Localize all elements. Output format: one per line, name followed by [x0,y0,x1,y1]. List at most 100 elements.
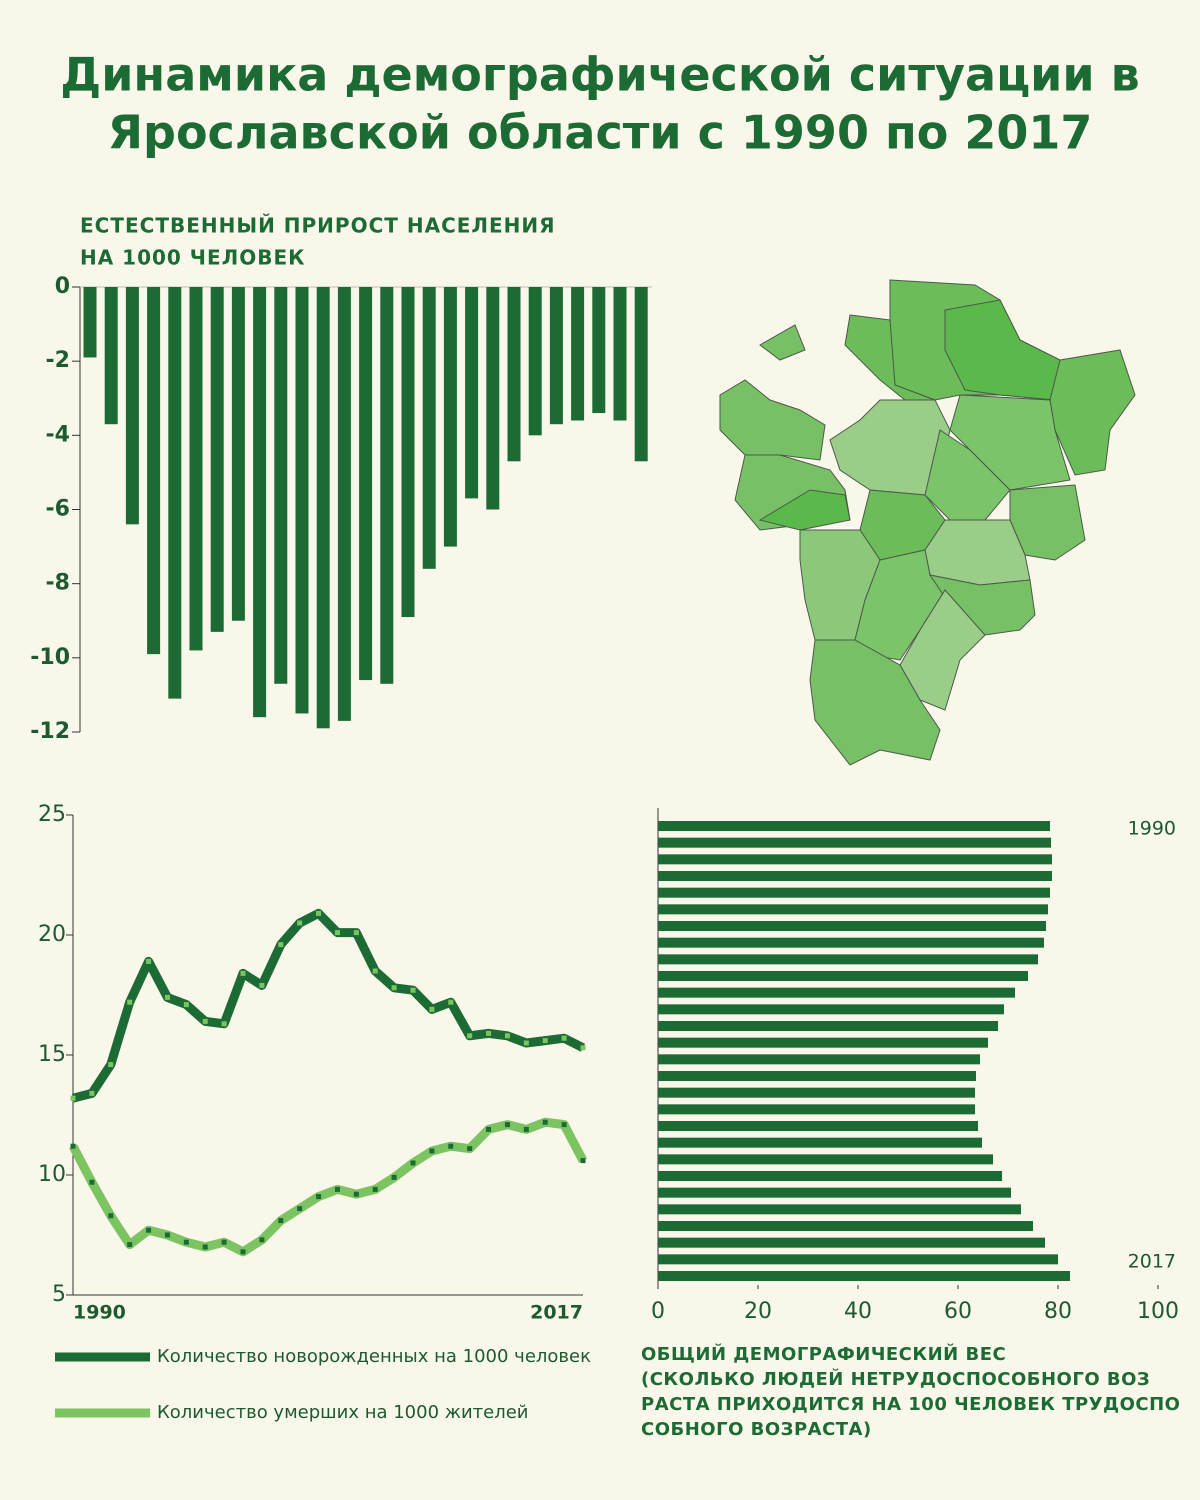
bar [658,937,1044,948]
bar [359,287,373,681]
y-tick-label: 20 [38,922,66,947]
y-tick-label: -8 [46,571,70,596]
bar [231,287,245,621]
bar [658,987,1015,998]
point [334,930,340,936]
bar [210,287,224,632]
x-tick-label: 20 [744,1299,772,1324]
x-tick-label: 2017 [530,1302,583,1324]
y-tick-label: -12 [30,719,70,744]
point [467,1033,473,1039]
point [297,1206,303,1212]
point [108,1062,114,1068]
bar [125,287,139,525]
y-tick-label: 5 [52,1282,66,1307]
chart-title: СОБНОГО ВОЗРАСТА) [641,1419,872,1440]
point [429,1148,435,1154]
bar [295,287,309,714]
point [89,1179,95,1185]
point [89,1090,95,1096]
point [259,982,265,988]
bar [658,904,1048,915]
point [523,1126,529,1132]
bar [658,1104,975,1115]
bar [168,287,182,699]
point [334,1186,340,1192]
bar [658,1271,1070,1281]
bar [658,1087,975,1098]
bar [592,287,606,414]
bar [422,287,436,569]
point [316,910,322,916]
point [316,1194,322,1200]
point [561,1035,567,1041]
bar [658,1071,976,1081]
point [353,1191,359,1197]
bar [658,821,1050,831]
chart-births-deaths: 25 20 15 10 5 1990 2017 Количество новорожденны… [38,802,591,1423]
series-line [71,908,586,1103]
chart-natural-growth: ЕСТЕСТВЕННЫЙ ПРИРОСТ НАСЕЛЕНИЯ НА 1000 ЧЕ… [30,214,652,744]
y-tick-label: -10 [30,645,70,670]
bar [253,287,267,718]
bar [658,1204,1021,1215]
title-line: Динамика демографической ситуации в [60,48,1140,102]
point [353,930,359,936]
point [561,1122,567,1128]
bar [658,1154,993,1165]
point [504,1122,510,1128]
x-tick-label: 1990 [73,1302,126,1324]
point [127,999,133,1005]
point [542,1038,548,1044]
chart-title: РАСТА ПРИХОДИТСЯ НА 100 ЧЕЛОВЕК ТРУДОСПО [641,1394,1180,1415]
bar [658,971,1028,981]
y-tick-label: 2017 [1128,1251,1176,1273]
x-tick-label: 100 [1137,1299,1179,1324]
bar [147,287,161,655]
point [410,987,416,993]
bar [658,1254,1058,1265]
bar [634,287,648,462]
bar [658,1121,978,1131]
bar [658,1137,982,1148]
bar [401,287,415,618]
region-map [719,279,1136,766]
point [448,999,454,1005]
chart-title: НА 1000 ЧЕЛОВЕК [80,246,306,270]
bar [104,287,118,425]
chart-title: ОБЩИЙ ДЕМОГРАФИЧЕСКИЙ ВЕС [641,1343,1006,1365]
y-tick-label: -4 [46,422,70,447]
point [542,1119,548,1125]
legend-label: Количество умерших на 1000 жителей [157,1402,529,1423]
chart-title: (СКОЛЬКО ЛЮДЕЙ НЕТРУДОСПОСОБНОГО ВОЗ [641,1368,1150,1390]
point [202,1244,208,1250]
point [504,1033,510,1039]
point [221,1239,227,1245]
point [429,1006,435,1012]
x-tick-label: 40 [844,1299,872,1324]
bar [549,287,563,425]
x-tick-label: 80 [1044,1299,1072,1324]
point [467,1146,473,1152]
y-tick-label: 1990 [1128,818,1176,840]
y-tick-label: -2 [46,348,70,373]
bar [658,1171,1002,1181]
bar [658,1187,1011,1198]
y-tick-label: 0 [55,274,70,299]
bar [658,837,1051,848]
bar [613,287,627,421]
bar [380,287,394,684]
point [146,958,152,964]
chart-dependency: 0 20 40 60 80 100 1990 2017 ОБЩИЙ ДЕМОГРАФИЧЕСКИ… [641,808,1180,1440]
bar [507,287,521,462]
bar [316,287,330,729]
title-line: Ярославской области с 1990 по 2017 [108,106,1093,160]
point [372,968,378,974]
bar [658,954,1038,965]
bar [658,871,1052,881]
point [278,1218,284,1224]
point [448,1143,454,1149]
point [70,1095,76,1101]
point [410,1160,416,1166]
